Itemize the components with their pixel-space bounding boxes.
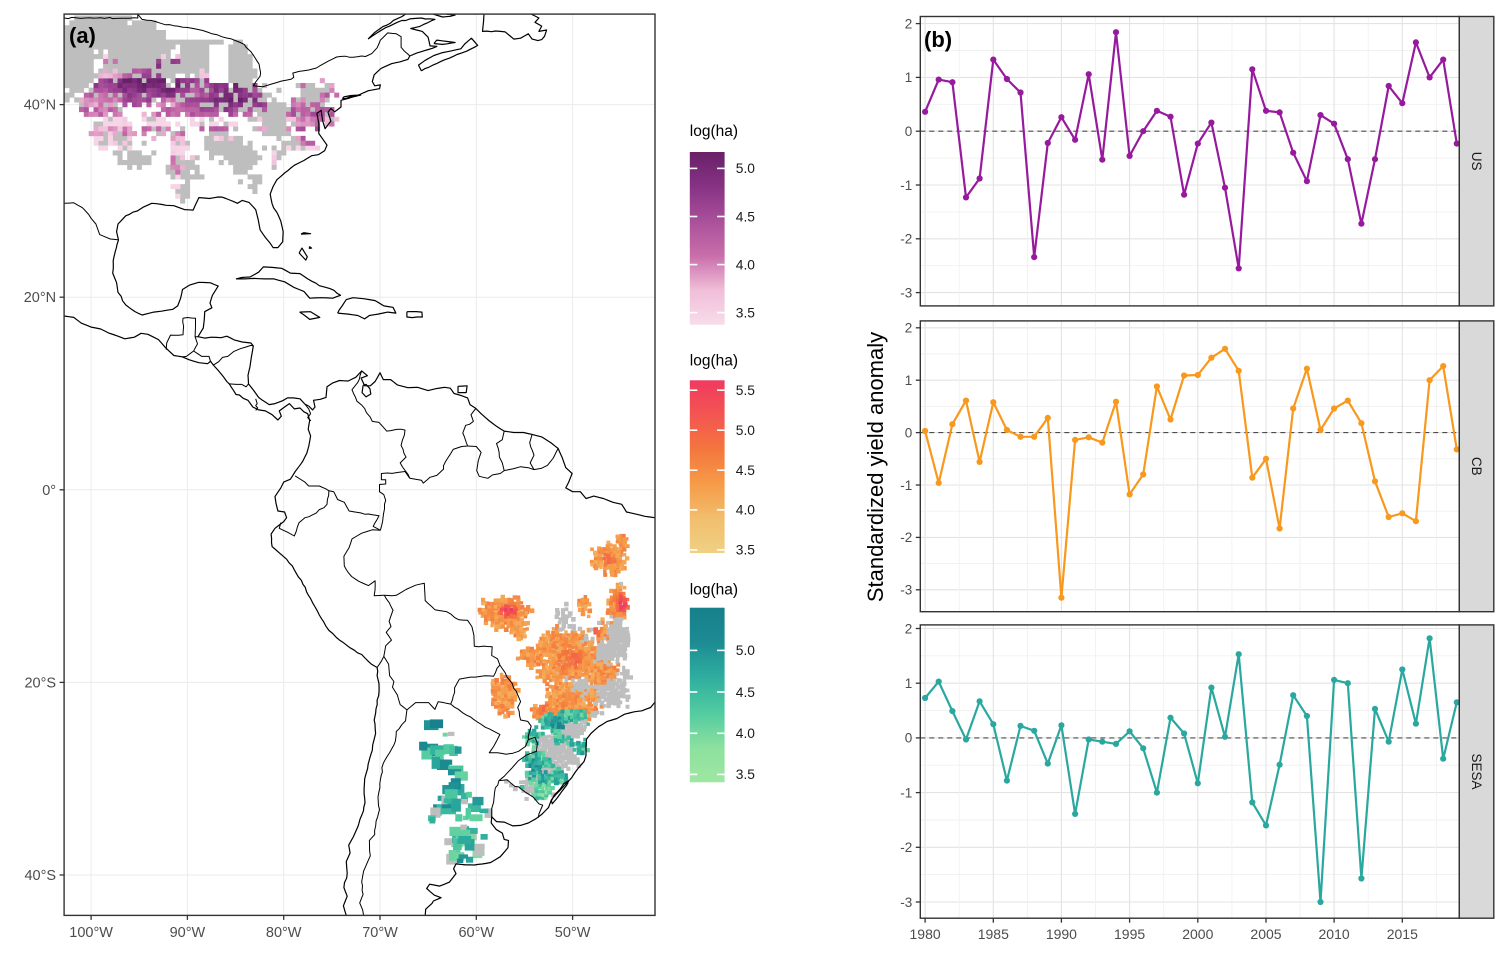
svg-text:5.0: 5.0	[736, 643, 756, 658]
svg-text:-3: -3	[900, 895, 912, 910]
svg-text:4.0: 4.0	[736, 726, 756, 741]
svg-text:5.5: 5.5	[736, 383, 756, 398]
svg-text:2: 2	[905, 321, 913, 336]
svg-text:3.5: 3.5	[736, 543, 756, 558]
svg-text:100°W: 100°W	[69, 925, 113, 941]
svg-text:2: 2	[905, 16, 913, 31]
svg-text:5.0: 5.0	[736, 423, 756, 438]
svg-text:1980: 1980	[910, 926, 941, 942]
svg-text:-1: -1	[900, 478, 912, 493]
svg-text:2015: 2015	[1387, 926, 1418, 942]
svg-text:20°N: 20°N	[24, 290, 56, 306]
svg-text:1995: 1995	[1114, 926, 1145, 942]
svg-text:log(ha): log(ha)	[690, 582, 738, 599]
svg-text:1985: 1985	[978, 926, 1009, 942]
svg-text:2: 2	[905, 621, 913, 636]
svg-text:-1: -1	[900, 178, 912, 193]
svg-text:SESA: SESA	[1469, 754, 1484, 790]
svg-text:-2: -2	[900, 232, 912, 247]
svg-text:1: 1	[905, 373, 913, 388]
svg-text:80°W: 80°W	[266, 925, 302, 941]
svg-text:Standardized yield anomaly: Standardized yield anomaly	[863, 332, 888, 602]
svg-text:(b): (b)	[924, 27, 952, 52]
svg-text:1990: 1990	[1046, 926, 1077, 942]
svg-text:2010: 2010	[1319, 926, 1350, 942]
svg-text:1: 1	[905, 676, 913, 691]
svg-text:(a): (a)	[69, 23, 96, 48]
svg-text:20°S: 20°S	[24, 675, 56, 691]
svg-text:4.5: 4.5	[736, 209, 756, 224]
svg-text:US: US	[1469, 152, 1484, 171]
svg-text:90°W: 90°W	[170, 925, 206, 941]
svg-text:3.5: 3.5	[736, 767, 756, 782]
svg-text:-1: -1	[900, 785, 912, 800]
svg-text:4.5: 4.5	[736, 685, 756, 700]
svg-text:2000: 2000	[1182, 926, 1213, 942]
svg-text:-2: -2	[900, 530, 912, 545]
svg-text:0: 0	[905, 425, 913, 440]
svg-text:70°W: 70°W	[362, 925, 398, 941]
svg-text:-3: -3	[900, 285, 912, 300]
svg-text:40°S: 40°S	[24, 868, 56, 884]
svg-text:3.5: 3.5	[736, 305, 756, 320]
svg-text:0: 0	[905, 731, 913, 746]
svg-text:4.5: 4.5	[736, 463, 756, 478]
svg-text:-3: -3	[900, 583, 912, 598]
svg-text:log(ha): log(ha)	[690, 123, 738, 140]
svg-text:0°: 0°	[42, 483, 56, 499]
svg-text:40°N: 40°N	[24, 98, 56, 114]
svg-text:-2: -2	[900, 840, 912, 855]
svg-text:CB: CB	[1469, 457, 1484, 476]
svg-text:60°W: 60°W	[458, 925, 494, 941]
svg-text:4.0: 4.0	[736, 503, 756, 518]
svg-text:2005: 2005	[1250, 926, 1281, 942]
svg-text:4.0: 4.0	[736, 257, 756, 272]
svg-text:5.0: 5.0	[736, 161, 756, 176]
svg-text:1: 1	[905, 70, 913, 85]
svg-text:log(ha): log(ha)	[690, 353, 738, 370]
svg-text:0: 0	[905, 124, 913, 139]
svg-text:50°W: 50°W	[555, 925, 591, 941]
